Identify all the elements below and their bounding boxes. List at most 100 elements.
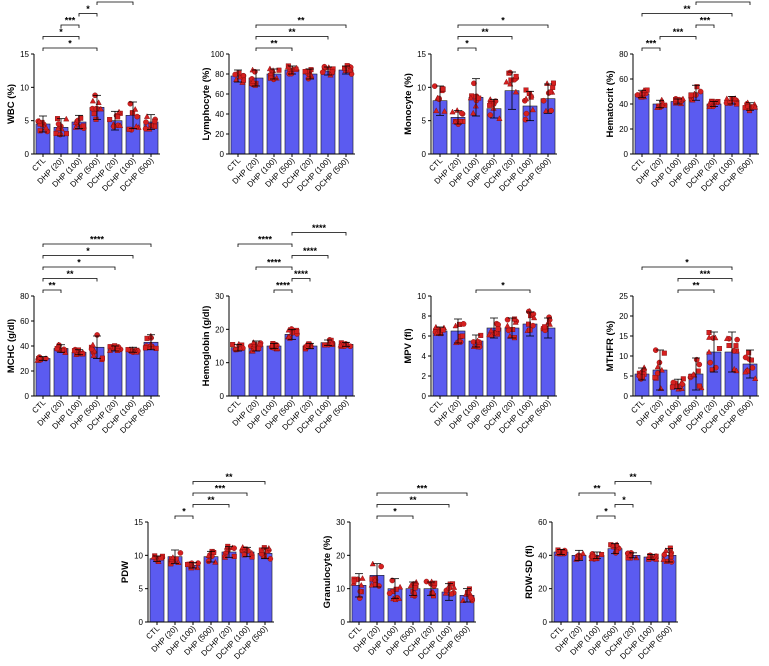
point-monocyte-5-8 <box>529 106 536 113</box>
bracket-label-mchc-1: ** <box>66 269 74 279</box>
point-mpv-0-7 <box>440 327 446 333</box>
point-lymphocyte-4-7 <box>302 69 308 75</box>
bar-lymphocyte-2 <box>266 73 282 155</box>
point-mthfr-2-4 <box>669 384 675 390</box>
ytick-label-mpv-0: 0 <box>422 392 427 401</box>
bracket-hematocrit-3 <box>641 13 733 17</box>
bracket-label-rdwsd-2: ** <box>593 484 601 494</box>
point-lymphocyte-2-7 <box>268 75 274 81</box>
point-monocyte-4-8 <box>503 78 510 85</box>
bar-rdwsd-2 <box>589 555 605 623</box>
bracket-label-wbc-2: *** <box>65 16 76 26</box>
point-rdwsd-0-7 <box>561 550 567 556</box>
ytick-label-mchc-4: 80 <box>20 292 29 301</box>
point-monocyte-4-6 <box>507 69 513 76</box>
bracket-mthfr-0 <box>677 289 715 293</box>
point-mchc-6-4 <box>142 345 148 351</box>
point-rdwsd-6-2 <box>662 547 669 553</box>
ytick-label-hematocrit-2: 40 <box>619 100 628 109</box>
bracket-label-hematocrit-3: ** <box>683 4 691 14</box>
ylabel-hematocrit: Hematocrit (%) <box>605 70 616 137</box>
point-mpv-3-7 <box>495 326 501 332</box>
point-monocyte-5-7 <box>528 94 534 100</box>
bar-mchc-5 <box>125 349 141 397</box>
bracket-pdw-3 <box>192 481 266 485</box>
point-monocyte-0-8 <box>433 107 440 114</box>
bracket-rdwsd-1 <box>614 504 634 508</box>
point-wbc-2-4 <box>80 123 86 129</box>
ylabel-lymphocyte: Lymphocyte (%) <box>201 67 212 140</box>
point-hemoglobin-0-8 <box>237 344 244 351</box>
point-granulocyte-3-8 <box>407 582 414 589</box>
bracket-label-pdw-1: ** <box>207 495 215 505</box>
point-monocyte-1-5 <box>449 108 456 115</box>
bar-rdwsd-0 <box>553 551 569 623</box>
bar-rdwsd-4 <box>625 555 641 623</box>
bar-pdw-5 <box>239 551 255 623</box>
bar-hemoglobin-1 <box>248 345 264 397</box>
bar-rdwsd-1 <box>571 555 587 623</box>
point-mchc-2-7 <box>80 351 86 357</box>
point-granulocyte-1-8 <box>371 576 379 583</box>
bracket-label-wbc-1: * <box>59 27 63 37</box>
bracket-label-hemoglobin-5: **** <box>312 223 327 233</box>
point-monocyte-0-6 <box>436 95 442 102</box>
point-mpv-4-7 <box>512 316 518 322</box>
bracket-label-monocyte-1: ** <box>481 27 489 37</box>
bracket-lymphocyte-0 <box>255 47 293 51</box>
point-hematocrit-2-7 <box>673 97 679 103</box>
bracket-mchc-0 <box>42 289 62 293</box>
ylabel-rdwsd: RDW-SD (fl) <box>524 545 535 599</box>
bracket-label-granulocyte-0: * <box>393 507 397 517</box>
point-hemoglobin-3-7 <box>294 328 300 334</box>
point-monocyte-3-3 <box>487 112 494 118</box>
bracket-label-rdwsd-0: * <box>604 507 608 517</box>
point-wbc-3-7 <box>91 111 97 117</box>
point-granulocyte-2-2 <box>397 583 404 590</box>
bracket-pdw-0 <box>174 515 194 519</box>
ytick-label-mthfr-0: 0 <box>624 392 629 401</box>
bracket-label-lymphocyte-1: ** <box>288 27 296 37</box>
ytick-label-lymphocyte-5: 100 <box>211 50 225 59</box>
ylabel-mpv: MPV (fl) <box>403 328 414 363</box>
point-mthfr-2-8 <box>678 385 685 391</box>
point-wbc-3-5 <box>97 105 104 112</box>
point-wbc-4-4 <box>107 117 113 123</box>
ytick-label-lymphocyte-2: 40 <box>215 110 224 119</box>
point-lymphocyte-0-6 <box>232 71 238 78</box>
point-monocyte-6-6 <box>548 107 554 114</box>
point-wbc-6-4 <box>152 118 158 124</box>
point-mthfr-4-5 <box>706 334 713 340</box>
ytick-label-hematocrit-3: 60 <box>619 75 628 84</box>
point-mpv-2-8 <box>470 343 477 349</box>
point-lymphocyte-2-5 <box>266 65 273 72</box>
ytick-label-mpv-5: 10 <box>417 292 426 301</box>
point-granulocyte-4-6 <box>423 578 430 585</box>
ytick-label-mpv-4: 8 <box>422 312 427 321</box>
bracket-hematocrit-4 <box>695 1 751 5</box>
point-mchc-3-5 <box>89 341 96 348</box>
bracket-label-lymphocyte-2: ** <box>297 16 305 26</box>
bracket-label-hematocrit-0: *** <box>646 39 657 49</box>
bracket-label-hemoglobin-0: **** <box>276 281 291 291</box>
point-hemoglobin-6-8 <box>337 341 344 348</box>
point-mthfr-6-4 <box>748 357 754 363</box>
bracket-wbc-0 <box>42 47 98 51</box>
point-mthfr-3-1 <box>695 368 701 374</box>
point-granulocyte-0-6 <box>357 588 364 595</box>
point-wbc-2-7 <box>78 115 84 121</box>
point-monocyte-3-2 <box>490 105 497 111</box>
ytick-label-mthfr-4: 20 <box>619 312 628 321</box>
point-mthfr-1-0 <box>656 359 663 366</box>
point-pdw-0-4 <box>158 555 164 561</box>
point-monocyte-4-5 <box>512 88 519 95</box>
ytick-label-pdw-3: 15 <box>134 518 143 527</box>
bracket-label-pdw-0: * <box>182 507 186 517</box>
